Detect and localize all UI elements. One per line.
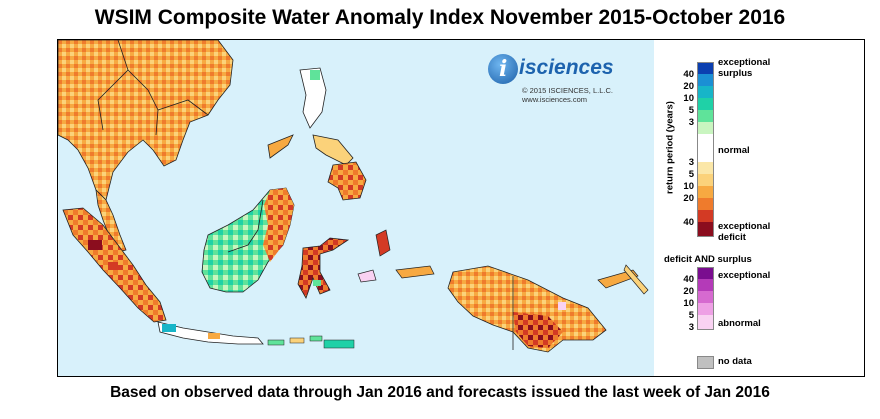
legend: return period (years) 40 20 10 5 3 3 5 1… [656, 40, 864, 376]
label-both-exceptional: exceptional [718, 270, 771, 281]
sumatra-deficit [108, 262, 118, 270]
swatch-deficit-10 [697, 186, 714, 198]
swatch-both-5 [697, 315, 714, 330]
tick-both-40: 40 [683, 274, 694, 285]
tick-both-3: 3 [688, 322, 694, 333]
new-guinea-south-deficit [513, 312, 563, 348]
seram [395, 265, 435, 279]
timor [323, 339, 355, 349]
swatch-surplus-40 [697, 74, 714, 86]
tick-surplus-20: 20 [683, 81, 694, 92]
label-normal: normal [718, 145, 750, 156]
swatch-deficit-20 [697, 198, 714, 210]
luzon [299, 67, 327, 129]
logo-i-glyph: i [499, 56, 508, 82]
swatch-surplus-10 [697, 98, 714, 110]
anomaly-map [58, 40, 654, 376]
swatch-surplus-exceptional [697, 62, 714, 75]
tick-surplus-3: 3 [688, 117, 694, 128]
palawan [267, 134, 294, 159]
tick-surplus-5: 5 [688, 105, 694, 116]
swatch-deficit-3 [697, 162, 714, 174]
logo-copyright: © 2015 ISCIENCES, L.L.C. [522, 86, 613, 95]
label-deficit-and-surplus: deficit AND surplus [664, 254, 752, 265]
label-exceptional-surplus: exceptional [718, 57, 771, 68]
sumatra-deficit [88, 240, 102, 250]
legend-axis-label: return period (years) [664, 101, 676, 194]
swatch-no-data [697, 356, 714, 369]
swatch-surplus-5 [697, 110, 714, 122]
tick-both-20: 20 [683, 286, 694, 297]
borneo-border [227, 199, 264, 253]
buru [357, 269, 377, 283]
logo-wordmark: isciences [519, 56, 614, 79]
mindanao [327, 161, 367, 201]
map-frame: i isciences © 2015 ISCIENCES, L.L.C. www… [57, 39, 865, 377]
tick-deficit-5: 5 [688, 169, 694, 180]
label-both-abnormal: abnormal [718, 318, 761, 329]
label-exceptional-surplus-2: surplus [718, 68, 753, 79]
swatch-surplus-3 [697, 122, 714, 134]
tick-deficit-20: 20 [683, 193, 694, 204]
new-guinea-surplus [558, 302, 566, 310]
tick-both-5: 5 [688, 310, 694, 321]
borneo-east [263, 188, 294, 262]
lesser-sunda-isle [309, 335, 323, 342]
tick-deficit-3: 3 [688, 157, 694, 168]
tick-both-10: 10 [683, 298, 694, 309]
swatch-both-20 [697, 291, 714, 303]
java-deficit [208, 333, 220, 339]
label-no-data: no data [718, 356, 752, 367]
luzon-surplus [310, 70, 320, 80]
swatch-both-10 [697, 303, 714, 315]
logo-url: www.isciences.com [522, 95, 588, 104]
swatch-surplus-20 [697, 86, 714, 98]
new-ireland [623, 264, 649, 295]
label-exceptional-deficit-2: deficit [718, 232, 746, 243]
tick-surplus-10: 10 [683, 93, 694, 104]
sulawesi [297, 237, 350, 299]
tick-deficit-10: 10 [683, 181, 694, 192]
swatch-deficit-exceptional [697, 222, 714, 237]
mainland-southeast-asia [58, 40, 234, 201]
country-border [97, 40, 209, 136]
java-surplus [162, 324, 176, 332]
tick-deficit-40: 40 [683, 217, 694, 228]
swatch-both-40 [697, 279, 714, 291]
isciences-logo: i isciences © 2015 ISCIENCES, L.L.C. www… [488, 54, 658, 104]
isciences-logo-icon: i [488, 54, 518, 84]
halmahera [375, 229, 391, 257]
lesser-sunda-isle [267, 339, 285, 346]
map-subtitle: Based on observed data through Jan 2016 … [110, 384, 770, 401]
new-guinea [447, 265, 607, 353]
sulawesi-surplus [313, 280, 321, 286]
swatch-deficit-5 [697, 174, 714, 186]
tick-surplus-40: 40 [683, 69, 694, 80]
swatch-both-exceptional [697, 267, 714, 280]
lesser-sunda-isle [289, 337, 305, 344]
map-title: WSIM Composite Water Anomaly Index Novem… [94, 6, 786, 29]
swatch-normal [697, 134, 714, 162]
swatch-deficit-40 [697, 210, 714, 222]
label-exceptional-deficit: exceptional [718, 221, 771, 232]
